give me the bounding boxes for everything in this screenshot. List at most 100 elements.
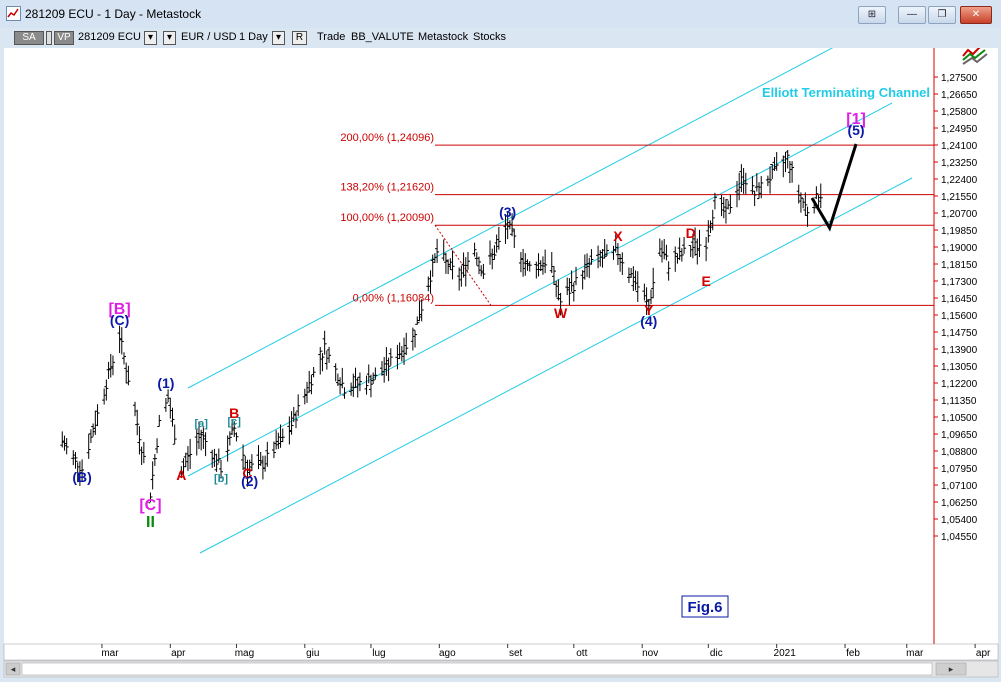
app-chart-icon xyxy=(6,6,21,21)
time-tick-label: apr xyxy=(976,648,991,659)
time-tick-label: 2021 xyxy=(774,648,797,659)
trade-link[interactable]: Trade xyxy=(317,31,346,43)
price-tick-label: 1,21550 xyxy=(941,192,978,203)
sa-button[interactable]: SA xyxy=(14,31,44,45)
wave-label: (5) xyxy=(847,122,864,138)
wave-label: C xyxy=(242,465,252,481)
wave-label: II xyxy=(146,514,155,531)
wave-label: [C] xyxy=(139,497,161,514)
price-tick-label: 1,24950 xyxy=(941,124,978,135)
wave-label: [a] xyxy=(194,418,208,430)
sa-dropdown[interactable] xyxy=(46,31,52,45)
price-tick-label: 1,08800 xyxy=(941,447,978,458)
wave-label: Y xyxy=(644,302,654,318)
figure-label: Fig.6 xyxy=(687,599,722,616)
wave-projection xyxy=(810,143,858,232)
price-tick-label: 1,26650 xyxy=(941,90,978,101)
price-tick-label: 1,15600 xyxy=(941,311,978,322)
time-tick-label: giu xyxy=(306,648,319,659)
time-tick-label: feb xyxy=(846,648,860,659)
wave-label: (4) xyxy=(640,313,657,329)
price-tick-label: 1,14750 xyxy=(941,328,978,339)
minimize-button[interactable]: — xyxy=(898,6,926,24)
price-tick-label: 1,27500 xyxy=(941,73,978,84)
pair-label: EUR / USD xyxy=(181,31,237,43)
price-tick-label: 1,18150 xyxy=(941,260,978,271)
wave-label: (B) xyxy=(72,469,91,485)
time-tick-label: set xyxy=(509,648,523,659)
wave-label: (1) xyxy=(157,375,174,391)
price-tick-label: 1,06250 xyxy=(941,498,978,509)
projection-line xyxy=(810,143,858,232)
maximize-button[interactable]: ❐ xyxy=(928,6,956,24)
fibonacci-levels: 200,00% (1,24096) 138,20% (1,21620) 100,00… xyxy=(340,132,934,306)
price-tick-label: 1,13900 xyxy=(941,345,978,356)
wave-label: E xyxy=(701,273,710,289)
wave-label: X xyxy=(613,228,623,244)
symbol-dropdown[interactable]: ▾ xyxy=(144,31,157,45)
plot-area[interactable] xyxy=(4,48,934,644)
chart-tools-icon[interactable] xyxy=(962,48,988,65)
ohlc-bars xyxy=(60,149,823,504)
fib-trend-line xyxy=(434,224,492,306)
security-menu-button[interactable]: ▾ xyxy=(163,31,176,45)
price-tick-label: 1,13050 xyxy=(941,362,978,373)
price-tick-label: 1,22400 xyxy=(941,175,978,186)
svg-text:◂: ◂ xyxy=(11,664,16,674)
fib-level-label: 138,20% (1,21620) xyxy=(340,182,434,194)
price-tick-label: 1,25800 xyxy=(941,107,978,118)
time-axis-area xyxy=(3,643,999,661)
metastock-label: Metastock xyxy=(418,31,469,43)
price-tick-label: 1,04550 xyxy=(941,532,978,543)
price-tick-label: 1,23250 xyxy=(941,158,978,169)
price-tick-label: 1,07100 xyxy=(941,481,978,492)
vp-button[interactable]: VP xyxy=(54,31,74,45)
wave-label: [1] xyxy=(846,111,866,128)
window-title: 281209 ECU - 1 Day - Metastock xyxy=(25,7,202,21)
wave-label: W xyxy=(554,305,568,321)
wave-label: B xyxy=(229,405,239,421)
time-tick-label: apr xyxy=(171,648,186,659)
time-axis: mar apr mag giu lug ago set ott nov dic 2021 feb mar… xyxy=(101,644,991,659)
restore-layout-button[interactable]: ⊞ xyxy=(858,6,886,24)
stocks-label: Stocks xyxy=(473,31,507,43)
price-tick-label: 1,12200 xyxy=(941,379,978,390)
price-axis-area xyxy=(934,48,998,644)
wave-label: (2) xyxy=(241,473,258,489)
time-tick-label: mar xyxy=(906,648,924,659)
wave-label: [B] xyxy=(108,301,130,318)
time-tick-label: lug xyxy=(372,648,385,659)
channel-line-3 xyxy=(199,177,913,554)
wave-labels: (B) [B](C) [C]II (1) A [a] [b] B[c] C(2) (3) W X D E Y… xyxy=(72,111,865,531)
price-tick-label: 1,17300 xyxy=(941,277,978,288)
period-label: 1 Day xyxy=(239,31,268,43)
time-tick-label: mag xyxy=(235,648,254,659)
wave-label: (C) xyxy=(110,312,129,328)
period-dropdown[interactable]: ▾ xyxy=(272,31,285,45)
price-tick-label: 1,09650 xyxy=(941,430,978,441)
wave-label: D xyxy=(686,225,696,241)
wave-label: (3) xyxy=(499,204,516,220)
price-tick-label: 1,07950 xyxy=(941,464,978,475)
wave-label: [c] xyxy=(228,416,242,428)
time-tick-label: ott xyxy=(576,648,587,659)
price-tick-label: 1,19000 xyxy=(941,243,978,254)
time-tick-label: ago xyxy=(439,648,456,659)
time-tick-label: nov xyxy=(642,648,658,659)
bb-valute-label: BB_VALUTE xyxy=(351,31,414,43)
scrollbar-thumb[interactable] xyxy=(21,662,933,676)
figure-label-box xyxy=(681,595,729,618)
channel-line-1 xyxy=(187,48,834,389)
price-chart[interactable]: 1,27500 1,26650 1,25800 1,24950 1,24100 1,232… xyxy=(0,48,1001,682)
close-button[interactable]: ✕ xyxy=(960,6,992,24)
wave-label: [b] xyxy=(214,473,228,485)
r-button[interactable]: R xyxy=(292,31,307,45)
scrollbar[interactable]: ◂ ▸ xyxy=(3,660,999,678)
svg-text:▸: ▸ xyxy=(949,664,954,674)
chart-toolbar: SA VP 281209 ECU ▾ ▾ EUR / USD 1 Day ▾ R… xyxy=(0,28,1001,48)
fib-level-label: 200,00% (1,24096) xyxy=(340,132,434,144)
time-tick-label: mar xyxy=(101,648,119,659)
fib-level-label: 0,00% (1,16084) xyxy=(353,292,434,304)
price-tick-label: 1,24100 xyxy=(941,141,978,152)
